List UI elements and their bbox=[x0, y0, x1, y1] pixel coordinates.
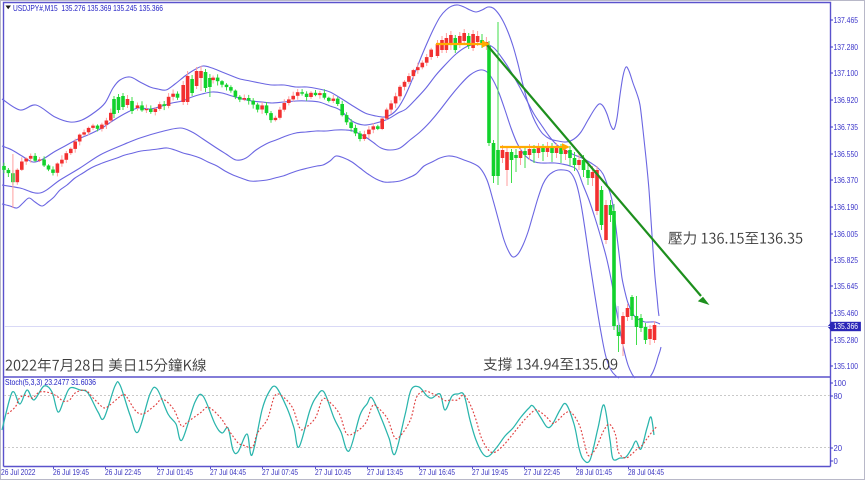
svg-text:137.465: 137.465 bbox=[834, 16, 859, 25]
svg-text:26 Jul 2022: 26 Jul 2022 bbox=[1, 468, 36, 477]
svg-text:136.190: 136.190 bbox=[834, 203, 859, 212]
svg-text:20: 20 bbox=[834, 444, 843, 453]
svg-text:137.100: 137.100 bbox=[834, 69, 859, 78]
svg-text:135.460: 135.460 bbox=[834, 309, 859, 318]
svg-text:137.280: 137.280 bbox=[834, 43, 859, 52]
svg-text:135.366: 135.366 bbox=[834, 322, 859, 331]
svg-text:135.100: 135.100 bbox=[834, 362, 859, 371]
svg-text:USDJPY#,M15 135.276 135.369 1: USDJPY#,M15 135.276 135.369 135.245 135.… bbox=[13, 3, 163, 13]
svg-text:135.645: 135.645 bbox=[834, 282, 859, 291]
svg-text:27 Jul 19:45: 27 Jul 19:45 bbox=[472, 468, 509, 477]
svg-text:27 Jul 22:45: 27 Jul 22:45 bbox=[524, 468, 561, 477]
svg-text:100: 100 bbox=[834, 379, 847, 388]
svg-text:26 Jul 19:45: 26 Jul 19:45 bbox=[53, 468, 90, 477]
svg-text:27 Jul 16:45: 27 Jul 16:45 bbox=[419, 468, 456, 477]
svg-text:136.005: 136.005 bbox=[834, 230, 859, 239]
svg-text:136.370: 136.370 bbox=[834, 176, 859, 185]
svg-text:27 Jul 07:45: 27 Jul 07:45 bbox=[262, 468, 299, 477]
svg-text:28 Jul 01:45: 28 Jul 01:45 bbox=[576, 468, 613, 477]
svg-text:135.280: 135.280 bbox=[834, 336, 859, 345]
svg-text:27 Jul 13:45: 27 Jul 13:45 bbox=[367, 468, 404, 477]
svg-text:135.825: 135.825 bbox=[834, 256, 859, 265]
svg-text:Stoch(5,3,3) 23.2477 31.6036: Stoch(5,3,3) 23.2477 31.6036 bbox=[5, 378, 96, 387]
svg-text:28 Jul 04:45: 28 Jul 04:45 bbox=[628, 468, 665, 477]
svg-text:27 Jul 01:45: 27 Jul 01:45 bbox=[157, 468, 194, 477]
svg-text:0: 0 bbox=[834, 457, 839, 466]
svg-text:27 Jul 04:45: 27 Jul 04:45 bbox=[210, 468, 247, 477]
svg-text:80: 80 bbox=[834, 392, 843, 401]
svg-text:26 Jul 22:45: 26 Jul 22:45 bbox=[105, 468, 142, 477]
svg-text:27 Jul 10:45: 27 Jul 10:45 bbox=[315, 468, 352, 477]
svg-text:136.920: 136.920 bbox=[834, 96, 859, 105]
svg-text:136.735: 136.735 bbox=[834, 123, 859, 132]
svg-text:136.550: 136.550 bbox=[834, 150, 859, 159]
